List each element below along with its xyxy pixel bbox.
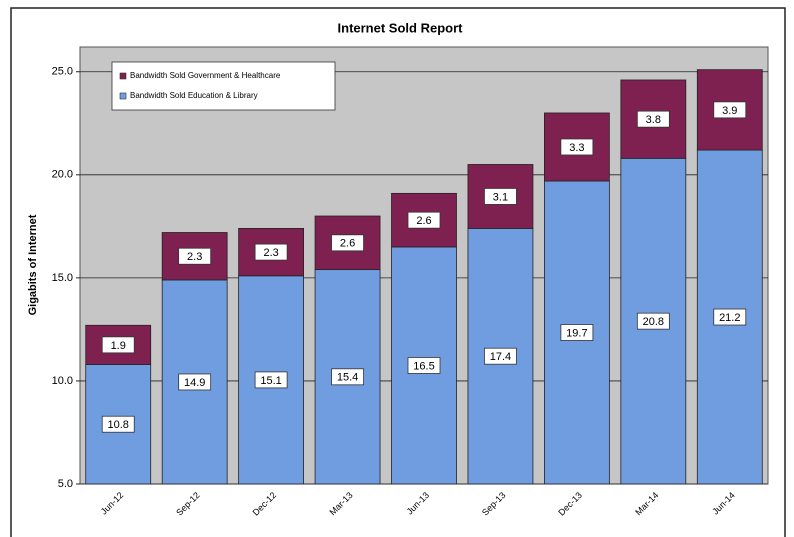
data-label-box xyxy=(331,234,364,252)
data-label: 14.9 xyxy=(184,377,205,389)
y-tick-label: 15.0 xyxy=(52,272,73,284)
data-label-box xyxy=(560,138,594,156)
data-label-box xyxy=(101,415,135,433)
data-label-box xyxy=(713,101,747,119)
x-tick-label: Jun-14 xyxy=(710,490,737,517)
data-label: 3.1 xyxy=(493,191,508,203)
data-label-box xyxy=(101,336,135,354)
y-tick-label: 10.0 xyxy=(52,375,73,387)
x-tick-label: Mar-14 xyxy=(633,490,660,517)
data-label: 17.4 xyxy=(490,351,511,363)
data-label: 15.1 xyxy=(260,375,281,387)
x-tick-label: Dec-12 xyxy=(251,490,279,518)
data-label: 20.8 xyxy=(643,316,664,328)
data-label: 10.8 xyxy=(108,419,129,431)
x-tick-label: Dec-13 xyxy=(556,490,584,518)
data-label-box xyxy=(254,371,288,389)
frame xyxy=(10,7,786,537)
x-tick-label: Sep-12 xyxy=(174,490,202,518)
data-label: 3.3 xyxy=(569,142,584,154)
data-label: 2.3 xyxy=(187,251,202,263)
data-label-box xyxy=(713,308,747,326)
x-tick-label: Mar-13 xyxy=(327,490,354,517)
data-label: 16.5 xyxy=(413,360,434,372)
data-label-box xyxy=(484,347,517,365)
data-label: 3.8 xyxy=(646,114,661,126)
y-tick-label: 25.0 xyxy=(52,66,73,78)
data-label-box xyxy=(407,211,441,229)
y-tick-label: 20.0 xyxy=(52,169,73,181)
legend-box xyxy=(111,61,336,111)
data-label: 1.9 xyxy=(111,340,126,352)
data-label: 2.3 xyxy=(263,247,278,259)
legend-label: Bandwidth Sold Government & Healthcare xyxy=(130,71,281,80)
legend-swatch xyxy=(119,92,127,100)
data-label: 2.6 xyxy=(416,215,431,227)
data-label: 19.7 xyxy=(566,327,587,339)
data-label: 21.2 xyxy=(719,312,740,324)
legend-swatch xyxy=(119,72,127,80)
data-label-box xyxy=(331,368,364,386)
data-label-box xyxy=(484,188,517,205)
data-label: 15.4 xyxy=(337,372,358,384)
y-axis-label: Gigabits of Internet xyxy=(27,214,39,315)
data-label-box xyxy=(407,357,441,374)
data-label-box xyxy=(178,373,212,391)
data-label-box xyxy=(636,312,670,330)
legend-label: Bandwidth Sold Education & Library xyxy=(130,91,258,100)
x-tick-label: Jun-13 xyxy=(405,490,432,517)
data-label-box xyxy=(254,243,288,261)
data-label: 2.6 xyxy=(340,238,355,250)
data-label-box xyxy=(560,324,594,341)
y-tick-label: 5.0 xyxy=(58,478,73,490)
x-tick-label: Sep-13 xyxy=(480,490,508,518)
data-label: 3.9 xyxy=(722,105,737,117)
data-label-box xyxy=(178,247,212,265)
data-label-box xyxy=(636,110,670,128)
chart-title: Internet Sold Report xyxy=(338,20,464,35)
x-tick-label: Jun-12 xyxy=(99,490,126,517)
